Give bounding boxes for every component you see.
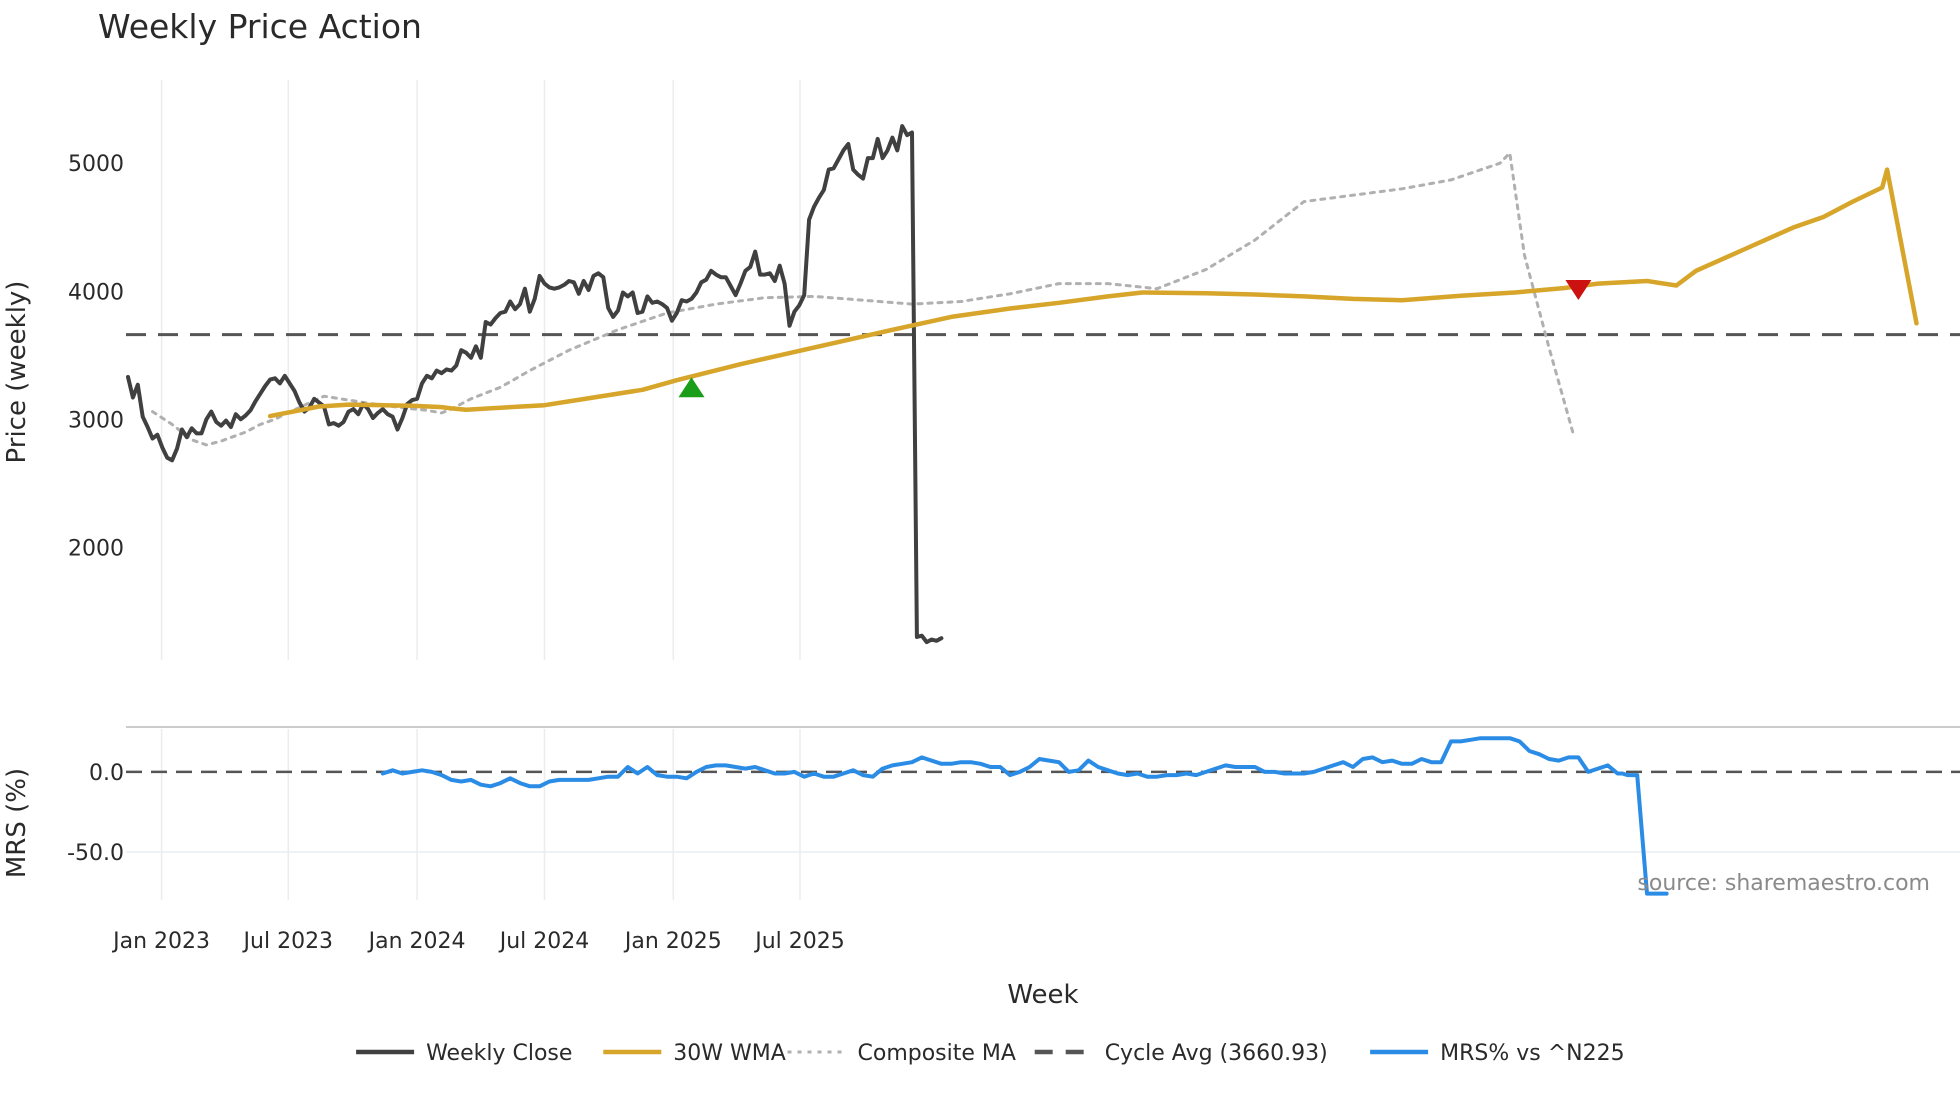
x-axis-title: Week [1007,980,1078,1010]
price-y-axis-title: Price (weekly) [2,281,32,464]
x-tick-label: Jan 2024 [367,929,466,954]
chart-title: Weekly Price Action [98,7,422,46]
buy-signal-marker [678,377,705,398]
price-y-tick-label: 2000 [68,536,124,561]
legend-entry: MRS% vs ^N225 [1370,1041,1625,1066]
x-tick-label: Jan 2023 [111,929,210,954]
mrs-y-axis-title: MRS (%) [2,768,32,878]
legend-label: Composite MA [858,1041,1016,1066]
x-tick-label: Jul 2023 [242,929,334,954]
source-annotation: source: sharemaestro.com [1637,871,1930,896]
legend-entry: 30W WMA [603,1041,786,1066]
price-panel-grid [160,80,801,660]
legend-label: 30W WMA [673,1041,786,1066]
sell-signal-marker [1565,279,1592,300]
weekly-close-line [126,124,944,645]
x-tick-label: Jan 2025 [623,929,722,954]
legend-label: MRS% vs ^N225 [1440,1041,1625,1066]
x-tick-labels: Jan 2023 Jul 2023 Jan 2024 Jul 2024 Jan 2025… [111,929,845,954]
legend-entry: Composite MA [787,1041,1016,1066]
mrs-series-group [380,736,1669,896]
mrs-y-tick-label: -50.0 [67,841,124,866]
price-series-group [126,124,1960,645]
x-tick-label: Jul 2025 [753,929,845,954]
legend: Weekly Close 30W WMA Composite MA Cycle Avg… [356,1041,1625,1066]
x-tick-label: Jul 2024 [498,929,590,954]
price-y-tick-label: 3000 [68,408,124,433]
y-tick-labels: 2000 3000 4000 5000 0.0 -50.0 [67,152,124,866]
signal-markers [678,279,1592,398]
composite-ma-line [151,151,1575,447]
legend-label: Cycle Avg (3660.93) [1105,1041,1328,1066]
legend-entry: Cycle Avg (3660.93) [1034,1041,1328,1066]
wma-30w-line [267,167,1919,419]
legend-label: Weekly Close [426,1041,572,1066]
mrs-y-tick-label: 0.0 [89,761,124,786]
price-y-tick-label: 4000 [68,280,124,305]
mrs-line [380,736,1669,896]
price-y-tick-label: 5000 [68,152,124,177]
legend-entry: Weekly Close [356,1041,572,1066]
